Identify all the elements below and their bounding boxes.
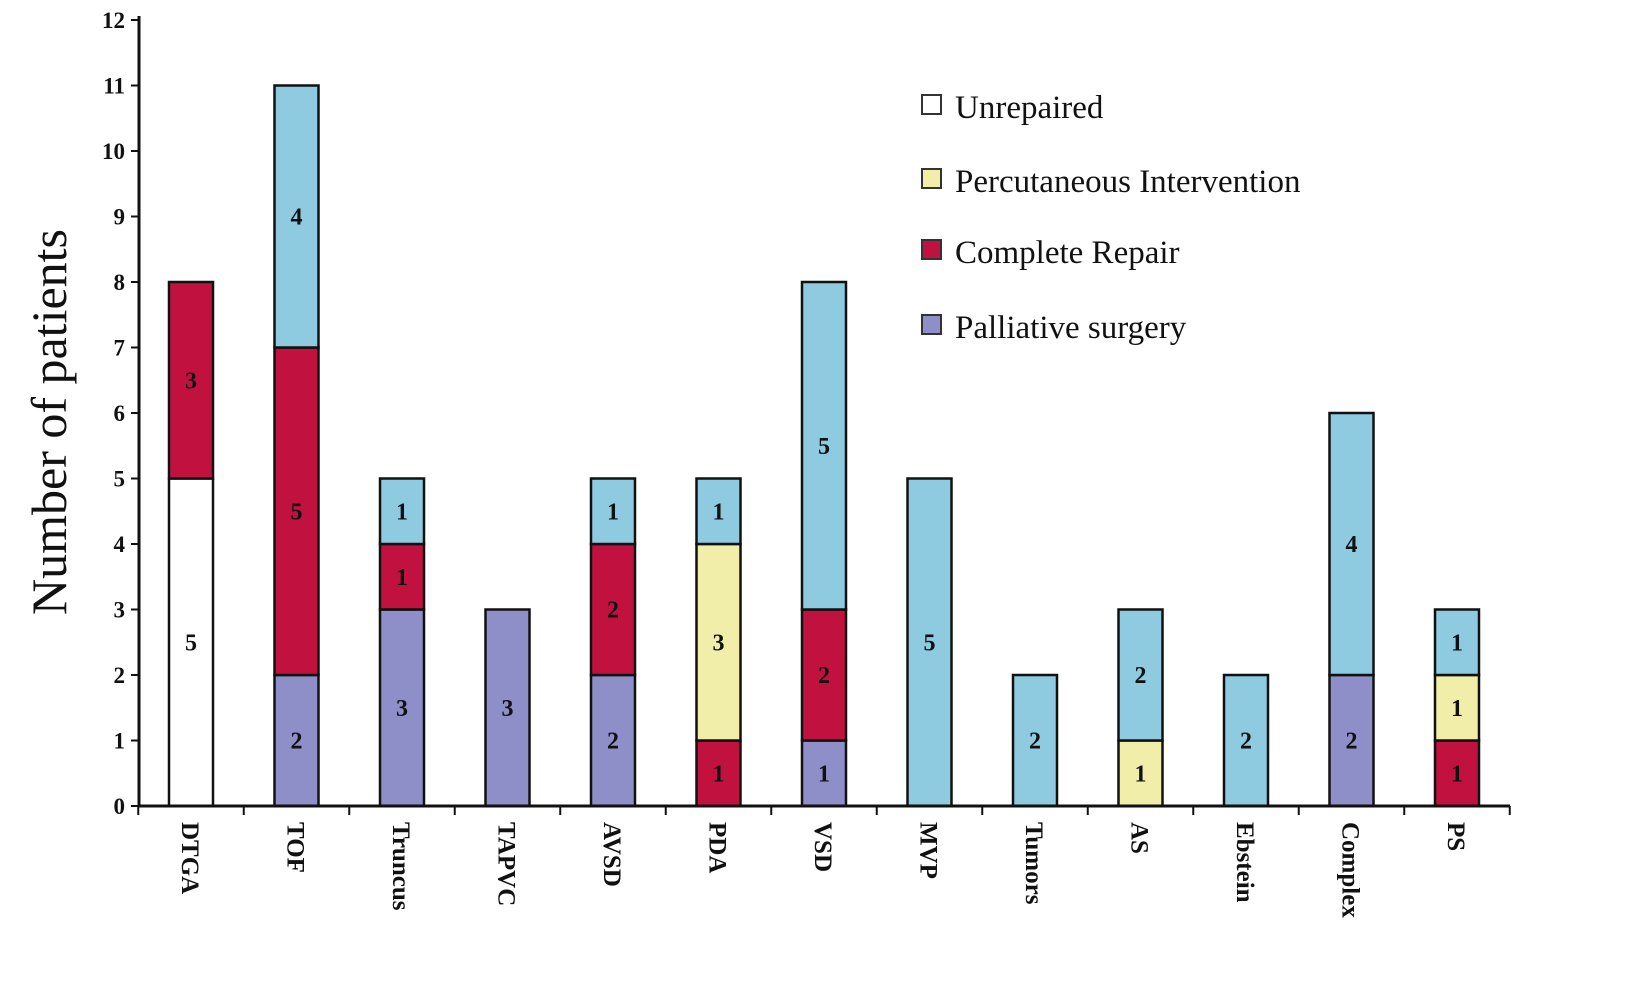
x-tick-label: Ebstein xyxy=(1231,822,1258,903)
x-tick-label: Truncus xyxy=(387,822,414,911)
segment-value-label: 2 xyxy=(607,598,619,624)
segment-value-label: 1 xyxy=(1451,696,1463,722)
segment-value-label: 1 xyxy=(396,499,408,525)
legend-swatch xyxy=(921,314,942,335)
segment-value-label: 1 xyxy=(1451,761,1463,787)
x-tick-label: TAPVC xyxy=(493,822,520,906)
segment-value-label: 1 xyxy=(1451,630,1463,656)
x-tick-label: Tumors xyxy=(1020,822,1047,905)
segment-value-label: 2 xyxy=(291,729,303,755)
bar-segment xyxy=(589,542,637,677)
segment-value-label: 3 xyxy=(396,696,408,722)
y-tick-label: 0 xyxy=(114,794,126,819)
segment-value-label: 2 xyxy=(1346,729,1358,755)
bar-segment xyxy=(800,739,848,808)
x-tick-label: PDA xyxy=(704,822,731,873)
segment-value-label: 5 xyxy=(185,630,197,656)
bars-layer: 5 3 2 5 4 3 1 1 3 2 2 1 1 3 1 1 2 5 5 2 1 2 2 2 4 1 1 1 xyxy=(167,84,1481,808)
bar-segment xyxy=(167,477,215,808)
segment-value-label: 1 xyxy=(713,499,725,525)
segment-value-label: 3 xyxy=(502,696,514,722)
bar-segment xyxy=(695,542,742,742)
x-tick-label: TOF xyxy=(282,822,309,873)
bar-segment xyxy=(378,477,426,546)
bar-segment xyxy=(167,280,215,480)
segment-value-label: 3 xyxy=(185,368,197,394)
y-tick-label: 10 xyxy=(102,139,125,164)
segment-value-label: 2 xyxy=(1240,729,1252,755)
bar-segment xyxy=(378,542,426,611)
legend-swatch xyxy=(921,94,942,115)
bar-segment xyxy=(378,608,426,808)
axes-layer: DTGA TOF Truncus TAPVC AVSD PDA VSD MVP Tumors AS… xyxy=(102,8,1511,918)
y-tick-label: 11 xyxy=(103,74,125,99)
legend-label: Percutaneous Intervention xyxy=(955,164,1300,200)
y-tick-label: 12 xyxy=(102,8,125,33)
y-tick-label: 8 xyxy=(114,270,126,295)
segment-value-label: 2 xyxy=(607,729,619,755)
bar-segment xyxy=(1433,608,1481,677)
bar-segment xyxy=(906,477,953,808)
segment-value-label: 5 xyxy=(291,499,303,525)
y-tick-label: 5 xyxy=(114,467,126,492)
bar-segment xyxy=(695,477,742,546)
segment-value-label: 1 xyxy=(607,499,619,525)
bar-segment xyxy=(273,673,320,808)
segment-value-label: 5 xyxy=(924,630,936,656)
segment-value-label: 1 xyxy=(818,761,830,787)
segment-value-label: 5 xyxy=(818,434,830,460)
segment-value-label: 2 xyxy=(1029,729,1041,755)
bar-segment xyxy=(800,280,848,611)
bar-segment xyxy=(1433,739,1481,808)
bar-segment xyxy=(800,608,848,742)
segment-value-label: 4 xyxy=(1346,532,1358,558)
segment-value-label: 2 xyxy=(1135,663,1147,689)
x-tick-label: Complex xyxy=(1337,822,1364,918)
legend-swatch xyxy=(921,239,942,260)
bar-segment xyxy=(589,477,637,546)
bar-segment xyxy=(1328,411,1375,677)
segment-value-label: 1 xyxy=(1135,761,1147,787)
x-tick-label: PS xyxy=(1442,822,1469,851)
bar-segment xyxy=(695,739,742,808)
bar-segment xyxy=(1117,608,1164,742)
bar-segment xyxy=(1117,739,1164,808)
legend-label: Unrepaired xyxy=(955,90,1104,126)
y-tick-label: 4 xyxy=(114,532,126,557)
segment-value-label: 1 xyxy=(713,761,725,787)
x-tick-label: MVP xyxy=(915,822,942,879)
segment-value-label: 3 xyxy=(713,630,725,656)
y-tick-label: 2 xyxy=(114,663,126,688)
x-tick-label: VSD xyxy=(809,822,836,872)
legend-label: Complete Repair xyxy=(955,235,1180,271)
x-tick-label: AVSD xyxy=(598,822,625,887)
legend-label: Palliative surgery xyxy=(955,310,1187,346)
y-axis-title: Number of patients xyxy=(21,229,77,615)
y-tick-label: 1 xyxy=(114,729,126,754)
segment-value-label: 2 xyxy=(818,663,830,689)
y-tick-label: 6 xyxy=(114,401,126,426)
y-tick-label: 9 xyxy=(114,205,126,230)
bar-segment xyxy=(1011,673,1059,808)
legend: Unrepaired Percutaneous Intervention Compl… xyxy=(921,90,1300,346)
bar-segment xyxy=(1222,673,1270,808)
x-tick-label: DTGA xyxy=(176,822,203,894)
x-tick-label: AS xyxy=(1126,822,1153,854)
legend-swatch xyxy=(921,168,942,189)
segment-value-label: 1 xyxy=(396,565,408,591)
bar-segment xyxy=(273,84,320,349)
y-tick-label: 7 xyxy=(114,336,126,361)
segment-value-label: 4 xyxy=(291,205,303,231)
y-tick-label: 3 xyxy=(114,598,126,623)
